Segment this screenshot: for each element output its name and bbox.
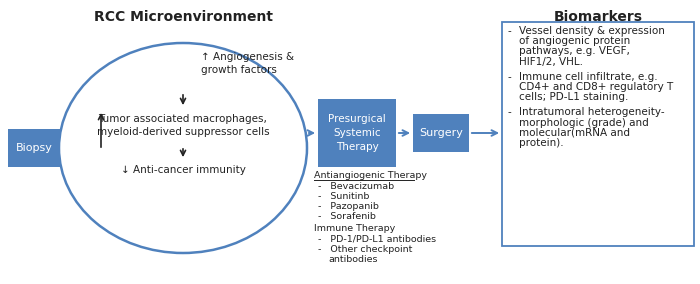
Text: molecular(mRNA and: molecular(mRNA and [519, 128, 630, 138]
Text: Intratumoral heterogeneity-: Intratumoral heterogeneity- [519, 107, 664, 117]
Text: ↑ Angiogenesis &
growth factors: ↑ Angiogenesis & growth factors [201, 52, 294, 75]
Text: -   Pazopanib: - Pazopanib [318, 202, 379, 211]
Text: -: - [508, 72, 512, 82]
Text: antibodies: antibodies [328, 255, 377, 264]
Text: -   Bevacizumab: - Bevacizumab [318, 182, 394, 191]
Text: morphologic (grade) and: morphologic (grade) and [519, 118, 649, 128]
Text: -   PD-1/PD-L1 antibodies: - PD-1/PD-L1 antibodies [318, 235, 436, 244]
Bar [413, 114, 469, 152]
Text: Immune cell infiltrate, e.g.: Immune cell infiltrate, e.g. [519, 72, 657, 82]
Text: Vessel density & expression: Vessel density & expression [519, 26, 665, 36]
Text: Biopsy: Biopsy [15, 143, 52, 153]
Text: cells; PD-L1 staining.: cells; PD-L1 staining. [519, 92, 629, 102]
Text: Tumor associated macrophages,
myeloid-derived suppressor cells: Tumor associated macrophages, myeloid-de… [97, 114, 270, 137]
Text: Presurgical
Systemic
Therapy: Presurgical Systemic Therapy [328, 114, 386, 152]
Text: -   Sorafenib: - Sorafenib [318, 212, 376, 221]
Text: -: - [508, 26, 512, 36]
Bar [318, 99, 396, 167]
Text: HIF1/2, VHL.: HIF1/2, VHL. [519, 57, 583, 67]
Bar [8, 129, 60, 167]
Text: -   Sunitinb: - Sunitinb [318, 192, 370, 201]
Bar [502, 22, 694, 246]
Text: Biomarkers: Biomarkers [554, 10, 643, 24]
Text: Immune Therapy: Immune Therapy [314, 224, 396, 233]
Text: -   Other checkpoint: - Other checkpoint [318, 245, 412, 254]
Text: Surgery: Surgery [419, 128, 463, 138]
Text: RCC Microenvironment: RCC Microenvironment [94, 10, 272, 24]
Text: of angiogenic protein: of angiogenic protein [519, 36, 630, 46]
Text: pathways, e.g. VEGF,: pathways, e.g. VEGF, [519, 46, 630, 57]
Text: protein).: protein). [519, 138, 564, 148]
Text: Antiangiogenic Therapy: Antiangiogenic Therapy [314, 171, 427, 180]
Text: -: - [508, 107, 512, 117]
Text: ↓ Anti-cancer immunity: ↓ Anti-cancer immunity [120, 165, 246, 175]
Text: CD4+ and CD8+ regulatory T: CD4+ and CD8+ regulatory T [519, 82, 673, 92]
